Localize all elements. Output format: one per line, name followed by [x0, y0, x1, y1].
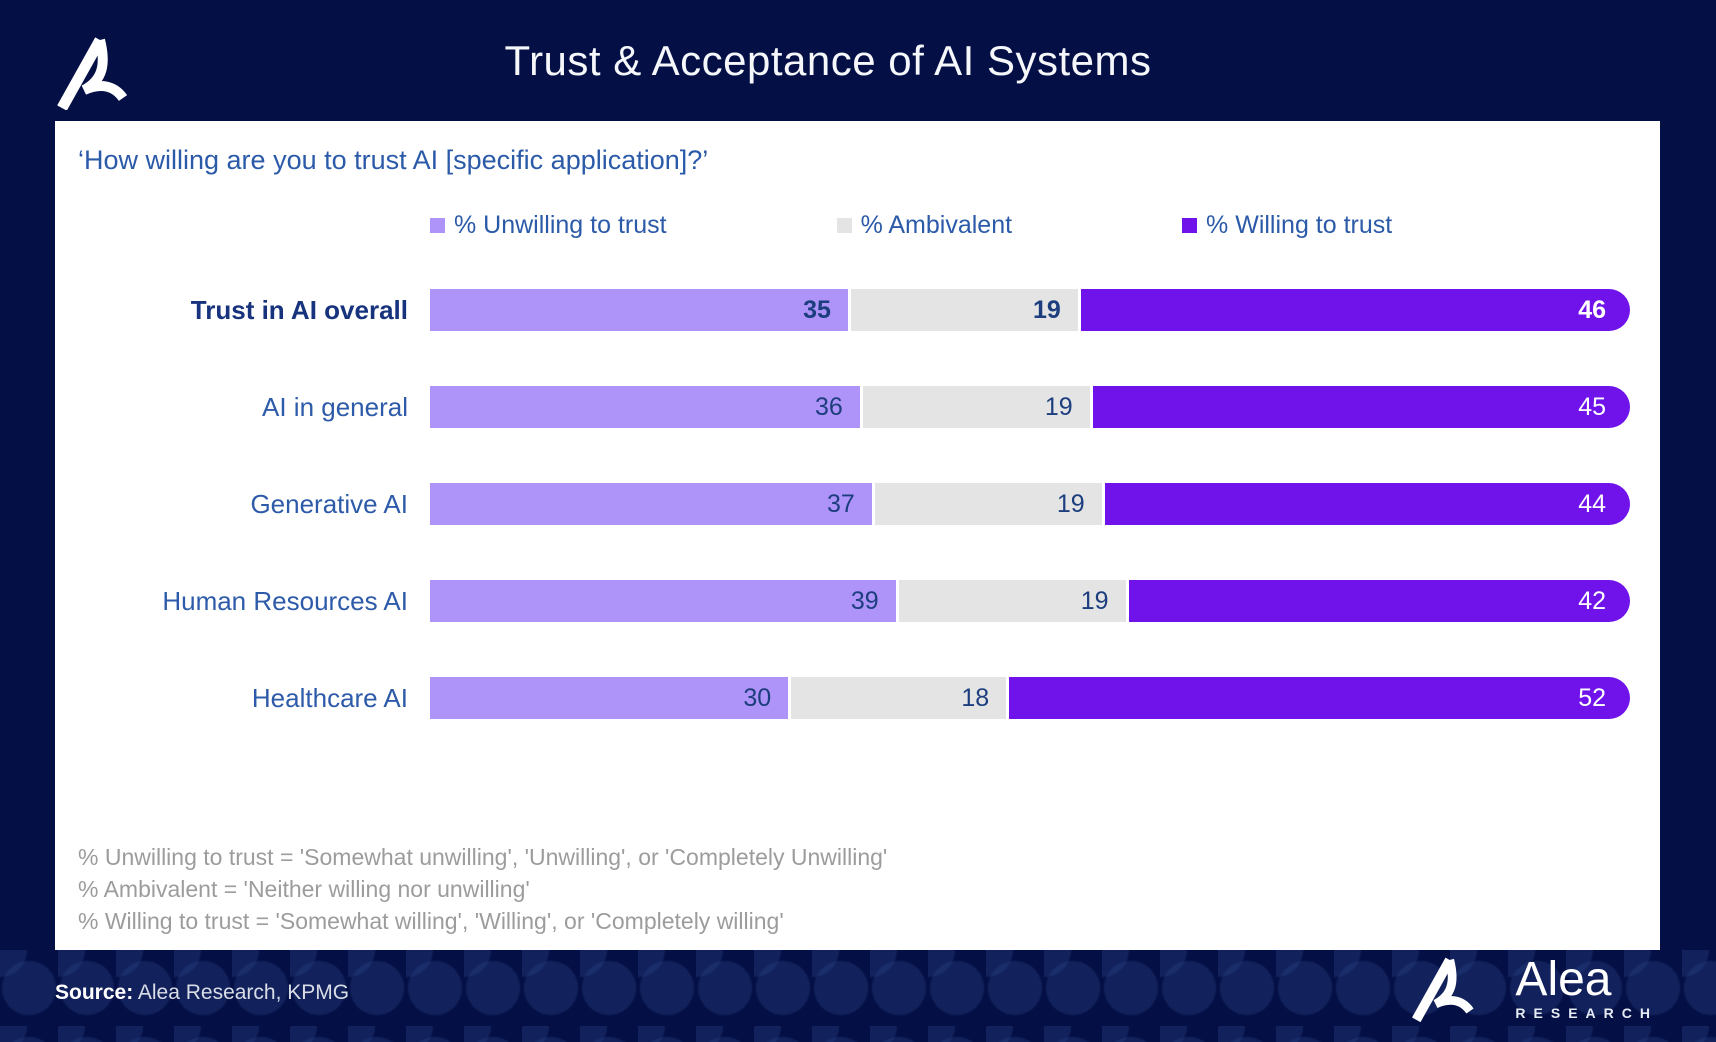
- footnotes: % Unwilling to trust = 'Somewhat unwilli…: [78, 841, 1660, 937]
- chart-question: ‘How willing are you to trust AI [specif…: [78, 145, 709, 175]
- chart-legend: % Unwilling to trust % Ambivalent % Will…: [430, 210, 1660, 240]
- segment-value: 42: [1578, 586, 1606, 615]
- bar-track: 35 19 46: [430, 289, 1630, 331]
- stacked-bar-chart: Trust in AI overall 35 19 46 AI in gener…: [55, 289, 1660, 719]
- category-label: Generative AI: [250, 488, 408, 519]
- segment-value: 39: [850, 586, 879, 615]
- legend-item-willing: % Willing to trust: [1182, 211, 1392, 240]
- legend-item-ambivalent: % Ambivalent: [836, 210, 1013, 240]
- bar-track: 37 19 44: [430, 483, 1630, 525]
- legend-label: % Willing to trust: [1206, 210, 1393, 239]
- segment-ambivalent: 19: [850, 289, 1078, 331]
- segment-unwilling: 36: [430, 386, 860, 428]
- segment-willing: 45: [1092, 386, 1630, 428]
- page-title: Trust & Acceptance of AI Systems: [504, 36, 1152, 84]
- footnote-willing: % Willing to trust = 'Somewhat willing',…: [78, 908, 784, 934]
- bar-track: 36 19 45: [430, 386, 1630, 428]
- brand-name: Alea: [1515, 953, 1612, 1006]
- segment-ambivalent: 19: [898, 580, 1126, 622]
- legend-swatch-ambivalent-icon: [836, 217, 852, 233]
- header: Trust & Acceptance of AI Systems: [0, 0, 1716, 121]
- chart-card: ‘How willing are you to trust AI [specif…: [55, 121, 1660, 950]
- bar-row-human-resources-ai: Human Resources AI 39 19 42: [55, 580, 1660, 622]
- brand-subtitle: RESEARCH: [1515, 1005, 1658, 1021]
- bar-row-generative-ai: Generative AI 37 19 44: [55, 483, 1660, 525]
- footer: Source: Alea Research, KPMG Alea RESEARC…: [0, 950, 1716, 1042]
- source-note: Source: Alea Research, KPMG: [55, 981, 349, 1005]
- source-text: Alea Research, KPMG: [133, 981, 350, 1004]
- bar-track: 39 19 42: [430, 580, 1630, 622]
- segment-value: 45: [1578, 392, 1606, 421]
- legend-swatch-unwilling-icon: [430, 217, 445, 233]
- segment-willing: 46: [1080, 289, 1630, 331]
- segment-unwilling: 30: [430, 677, 789, 719]
- legend-label: % Ambivalent: [860, 210, 1013, 239]
- segment-willing: 44: [1104, 483, 1630, 525]
- segment-value: 44: [1578, 489, 1606, 518]
- footer-brand-text: Alea RESEARCH: [1515, 953, 1658, 1022]
- footnote-unwilling: % Unwilling to trust = 'Somewhat unwilli…: [78, 844, 888, 870]
- source-label: Source:: [55, 981, 134, 1004]
- segment-ambivalent: 19: [874, 483, 1102, 525]
- footnote-ambivalent: % Ambivalent = 'Neither willing nor unwi…: [78, 876, 530, 902]
- segment-unwilling: 39: [430, 580, 896, 622]
- segment-value: 19: [1056, 489, 1085, 518]
- segment-value: 52: [1578, 683, 1606, 712]
- legend-label: % Unwilling to trust: [454, 210, 667, 239]
- segment-ambivalent: 19: [862, 386, 1090, 428]
- segment-value: 36: [815, 392, 843, 421]
- legend-item-unwilling: % Unwilling to trust: [430, 211, 667, 240]
- segment-value: 37: [826, 489, 855, 518]
- segment-value: 18: [961, 683, 990, 712]
- bar-track: 30 18 52: [430, 677, 1630, 719]
- segment-willing: 52: [1009, 677, 1630, 719]
- bar-row-healthcare-ai: Healthcare AI 30 18 52: [55, 677, 1660, 719]
- category-label: Healthcare AI: [251, 682, 408, 713]
- alea-logo-icon: [57, 37, 128, 110]
- category-label: Trust in AI overall: [190, 294, 408, 325]
- category-label: AI in general: [262, 391, 408, 422]
- bar-row-trust-in-ai-overall: Trust in AI overall 35 19 46: [55, 289, 1660, 331]
- segment-value: 30: [743, 683, 772, 712]
- legend-swatch-willing-icon: [1182, 217, 1198, 233]
- segment-value: 19: [1080, 586, 1109, 615]
- segment-willing: 42: [1128, 580, 1630, 622]
- segment-unwilling: 37: [430, 483, 872, 525]
- bar-row-ai-in-general: AI in general 36 19 45: [55, 386, 1660, 428]
- segment-ambivalent: 18: [791, 677, 1007, 719]
- segment-value: 19: [1032, 295, 1061, 324]
- segment-value: 35: [803, 295, 831, 324]
- category-label: Human Resources AI: [162, 585, 408, 616]
- segment-unwilling: 35: [430, 289, 848, 331]
- segment-value: 19: [1044, 392, 1073, 421]
- footer-brand: Alea RESEARCH: [1411, 956, 1658, 1022]
- segment-value: 46: [1578, 295, 1606, 324]
- alea-logo-icon: [1412, 957, 1474, 1022]
